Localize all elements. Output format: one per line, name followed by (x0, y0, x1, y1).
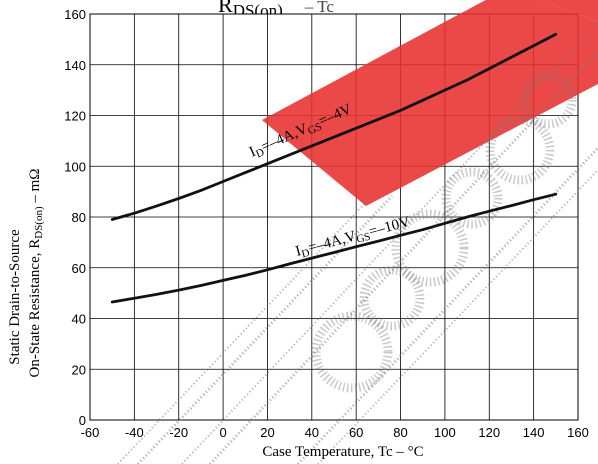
y-axis-label-line1: Static Drain-to-Source (7, 229, 23, 365)
series-line-1 (110, 32, 558, 221)
watermark-banner-tip (539, 0, 598, 22)
watermark (117, 0, 598, 464)
x-tick-label: 40 (305, 425, 319, 440)
x-tick-label: 0 (219, 425, 226, 440)
x-tick-label: 160 (567, 425, 589, 440)
series-layer (110, 32, 558, 304)
x-tick-label: 140 (523, 425, 545, 440)
y-tick-label: 0 (79, 413, 86, 428)
y-tick-label: 80 (72, 210, 86, 225)
x-tick-label: 120 (478, 425, 500, 440)
x-axis-label: Case Temperature, Tc – °C (262, 444, 423, 460)
y-tick-label: 40 (72, 312, 86, 327)
y-axis-label-main: On-State Resistance, R (27, 239, 43, 378)
x-tick-label: 80 (393, 425, 407, 440)
x-tick-label: -40 (125, 425, 144, 440)
watermark-stamp-band (136, 194, 394, 464)
x-tick-label: -20 (169, 425, 188, 440)
watermark-stamp-letter (519, 71, 577, 129)
watermark-stamp-band (317, 169, 598, 464)
x-tick-label: 60 (349, 425, 363, 440)
title-main: R (218, 0, 233, 17)
watermark-stamp-letter (311, 311, 393, 393)
tick-labels: -60 -40 -20 0 20 40 60 80 100 120 140 160 0 20 40 60 80 1… (64, 7, 589, 440)
y-tick-label: 140 (64, 58, 86, 73)
y-tick-label: 100 (64, 159, 86, 174)
watermark-stamp-letter (485, 115, 555, 185)
x-tick-label: -60 (81, 425, 100, 440)
y-tick-label: 20 (72, 362, 86, 377)
watermark-stamp-letter (441, 167, 503, 229)
watermark-stamp-band (181, 21, 598, 464)
series-line-2 (110, 192, 558, 304)
y-axis-label-unit: – mΩ (27, 169, 43, 207)
y-tick-label: 120 (64, 109, 86, 124)
watermark-banner (262, 0, 598, 206)
watermark-stamp-letter (391, 209, 469, 287)
x-tick-label: 100 (434, 425, 456, 440)
title-tail: – Tc (304, 0, 335, 16)
y-axis-label-sub: DS(on) (33, 206, 45, 239)
watermark-stamp-band (296, 146, 598, 464)
y-axis-label-line2: On-State Resistance, RDS(on) – mΩ (27, 169, 45, 378)
watermark-stamp-band (208, 50, 598, 464)
x-tick-label: 20 (260, 425, 274, 440)
y-tick-label: 60 (72, 261, 86, 276)
watermark-stamp-letter (359, 265, 425, 331)
y-tick-label: 160 (64, 7, 86, 22)
